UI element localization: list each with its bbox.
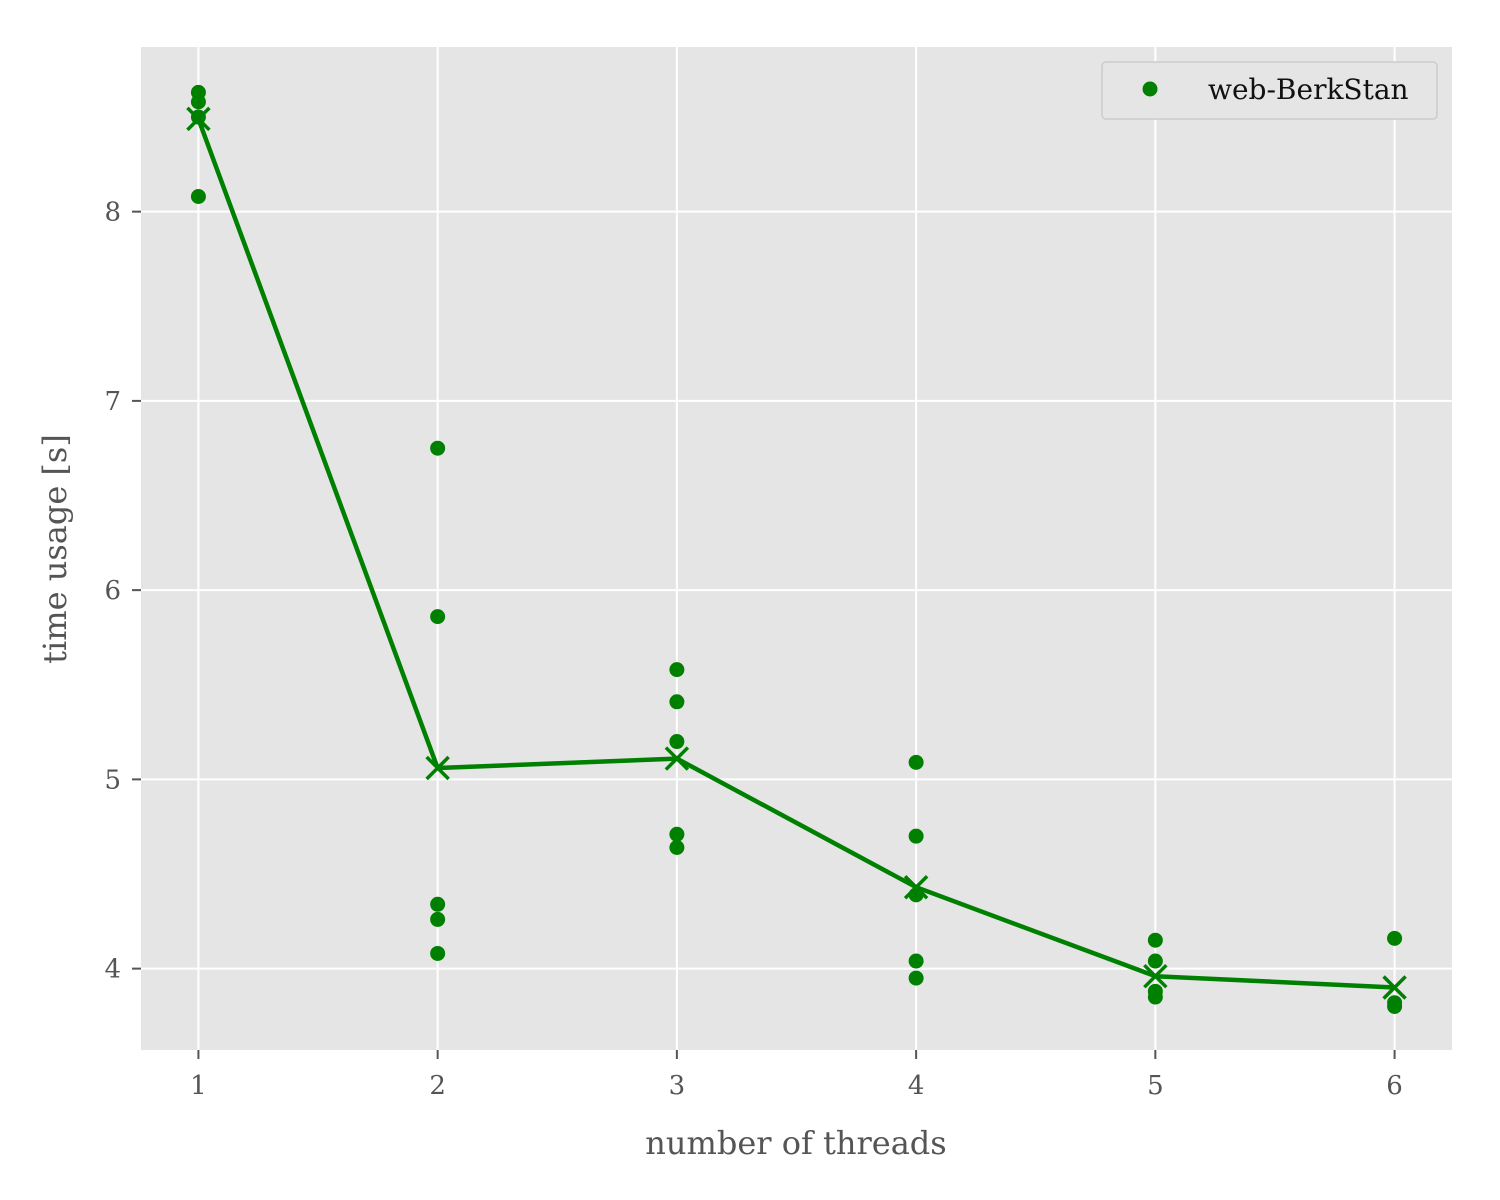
data-point	[430, 609, 446, 625]
data-point	[430, 896, 446, 912]
data-point	[669, 826, 685, 842]
mean-line	[196, 118, 1395, 990]
data-point	[1147, 953, 1163, 969]
y-tick-label: 8	[104, 198, 121, 228]
data-point	[430, 911, 446, 927]
mean-marker-stroke	[903, 875, 929, 900]
x-tick-label: 1	[190, 1071, 207, 1101]
data-point	[908, 970, 924, 986]
y-tick-label: 5	[104, 765, 121, 795]
data-point	[669, 840, 685, 856]
data-point	[669, 662, 685, 678]
x-axis-label: number of threads	[645, 1124, 946, 1162]
data-point	[430, 440, 446, 456]
mean-marker	[186, 106, 211, 132]
mean-marker-stroke	[664, 746, 690, 771]
legend-marker	[1142, 81, 1158, 97]
x-tick-label: 6	[1386, 1071, 1403, 1101]
data-point	[908, 754, 924, 770]
legend-label: web-BerkStan	[1208, 73, 1409, 106]
mean-marker	[1143, 963, 1168, 989]
y-tick-label: 6	[104, 576, 121, 606]
mean-marker	[664, 746, 690, 771]
mean-marker-stroke	[425, 755, 450, 781]
legend: web-BerkStan	[1101, 61, 1438, 120]
data-point	[190, 189, 206, 205]
x-tick-label: 4	[908, 1071, 925, 1101]
data-point	[908, 953, 924, 969]
legend-box	[1101, 61, 1438, 120]
mean-marker-stroke	[1143, 963, 1168, 989]
data-point	[908, 828, 924, 844]
data-point	[1147, 932, 1163, 948]
data-point	[1147, 989, 1163, 1005]
mean-marker-stroke	[186, 106, 211, 132]
x-tick-label: 2	[429, 1071, 446, 1101]
x-tick-label: 3	[669, 1071, 686, 1101]
data-point	[1387, 998, 1403, 1014]
mean-marker-stroke	[1382, 975, 1407, 1000]
mean-marker	[425, 755, 450, 781]
axis-ticks: 1 2 3 4 5 6 4 5 6 7 8	[104, 198, 1402, 1101]
data-point	[1387, 930, 1403, 946]
y-tick-label: 4	[104, 955, 121, 985]
y-tick-label: 7	[104, 387, 121, 417]
mean-marker	[1382, 975, 1407, 1000]
grid	[141, 47, 1452, 1050]
y-axis-label: time usage [s]	[36, 434, 74, 664]
x-tick-label: 5	[1147, 1071, 1164, 1101]
data-series	[186, 84, 1407, 1014]
data-point	[669, 734, 685, 750]
data-point	[430, 945, 446, 961]
plot-background	[141, 47, 1452, 1050]
mean-marker	[903, 875, 929, 900]
data-point	[669, 694, 685, 710]
data-point	[190, 94, 206, 110]
